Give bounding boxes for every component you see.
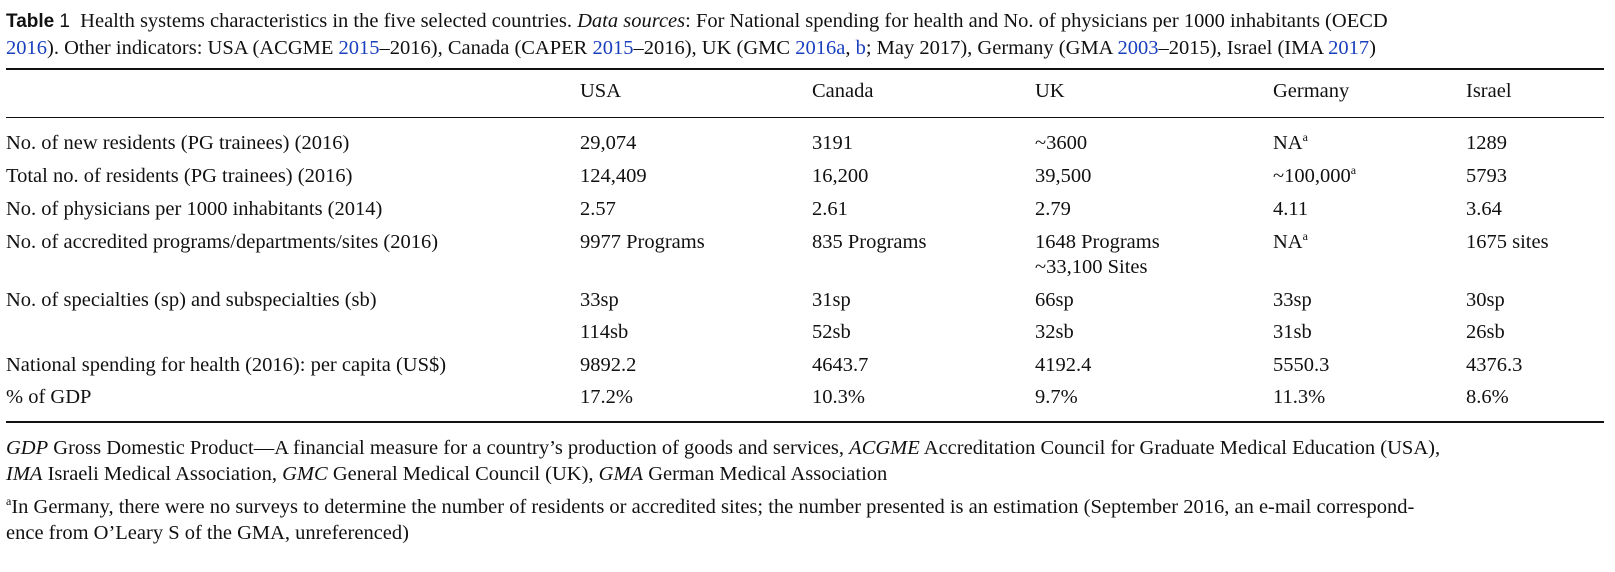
caption-text: ) (1369, 37, 1376, 59)
caption-text: ). Other indicators: USA (ACGME (47, 37, 339, 59)
footnote-text: In Germany, there were no surveys to det… (11, 496, 1415, 518)
row-label: Total no. of residents (PG trainees) (20… (6, 165, 353, 187)
caption-text: , (845, 37, 856, 59)
cell-uk: 39,500 (1035, 165, 1092, 187)
cell-usa: 9977 Programs (580, 231, 705, 253)
caption-text: –2016), UK (GMC (633, 37, 796, 59)
caption-text: ; May 2017), Germany (GMA (865, 37, 1118, 59)
column-header-uk: UK (1035, 80, 1065, 102)
cell-israel: 1675 sites (1466, 231, 1549, 253)
ref-link-oecd[interactable]: 2016 (6, 37, 47, 59)
abbr-definition: Israeli Medical Association, (42, 463, 283, 485)
ref-link-gma[interactable]: 2003 (1117, 37, 1159, 59)
abbr-term: ACGME (849, 437, 920, 459)
cell-germany: NAa (1273, 131, 1308, 156)
cell-germany: 31sb (1273, 321, 1312, 343)
caption-text: –2015), Israel (IMA (1158, 37, 1329, 59)
abbr-term: GDP (6, 437, 49, 459)
table-label: Table (6, 11, 55, 32)
caption-text: Health systems characteristics in the fi… (80, 10, 578, 32)
footnote-marker: a (6, 494, 12, 508)
ref-link-acgme[interactable]: 2015 (338, 37, 380, 59)
footnote-marker: a (1350, 163, 1357, 177)
cell-usa: 17.2% (580, 386, 633, 408)
table-number: 1 (59, 11, 70, 32)
cell-uk: 1648 Programs (1035, 231, 1160, 253)
cell-germany: 4.11 (1273, 198, 1309, 220)
cell-germany: 33sp (1273, 289, 1312, 311)
cell-canada: 31sp (812, 289, 851, 311)
cell-usa: 33sp (580, 289, 619, 311)
footnote-a: aIn Germany, there were no surveys to de… (6, 494, 1606, 546)
cell-germany: 5550.3 (1273, 354, 1330, 376)
cell-israel: 30sp (1466, 289, 1505, 311)
ref-link-ima[interactable]: 2017 (1328, 37, 1370, 59)
footnote-marker: a (1302, 130, 1308, 144)
cell-germany: ~100,000a (1273, 164, 1356, 189)
cell-usa: 9892.2 (580, 354, 637, 376)
caption-sources-label: Data sources (577, 10, 686, 32)
cell-israel: 26sb (1466, 321, 1505, 343)
abbr-definition: Accreditation Council for Graduate Medic… (919, 437, 1441, 459)
cell-canada: 16,200 (812, 165, 869, 187)
cell-israel: 1289 (1466, 132, 1507, 154)
abbr-definition: German Medical Association (643, 463, 888, 485)
abbr-term: IMA (6, 463, 43, 485)
column-header-germany: Germany (1273, 80, 1350, 102)
abbr-term: GMC (282, 463, 328, 485)
cell-usa: 114sb (580, 321, 629, 343)
row-label: National spending for health (2016): per… (6, 354, 447, 376)
cell-usa: 124,409 (580, 165, 647, 187)
row-label: No. of new residents (PG trainees) (2016… (6, 132, 350, 154)
cell-value: NA (1273, 132, 1303, 154)
cell-germany: NAa (1273, 230, 1308, 255)
abbr-definition: General Medical Council (UK), (327, 463, 599, 485)
cell-uk: 66sp (1035, 289, 1074, 311)
cell-canada: 52sb (812, 321, 851, 343)
row-label: % of GDP (6, 386, 92, 408)
cell-uk: 4192.4 (1035, 354, 1092, 376)
abbr-term: GMA (598, 463, 644, 485)
cell-canada: 835 Programs (812, 231, 927, 253)
table-top-rule (6, 68, 1604, 70)
column-header-usa: USA (580, 80, 622, 102)
cell-value: NA (1273, 231, 1303, 253)
row-label: No. of accredited programs/departments/s… (6, 231, 439, 253)
cell-canada: 3191 (812, 132, 853, 154)
cell-value: ~100,000 (1273, 165, 1351, 187)
cell-israel: 5793 (1466, 165, 1507, 187)
abbreviation-footnote: GDP Gross Domestic Product—A financial m… (6, 435, 1606, 487)
cell-uk: 32sb (1035, 321, 1074, 343)
footnote-marker: a (1302, 229, 1308, 243)
cell-israel: 3.64 (1466, 198, 1502, 220)
cell-israel: 4376.3 (1466, 354, 1523, 376)
cell-usa: 2.57 (580, 198, 616, 220)
cell-uk: ~3600 (1035, 132, 1088, 154)
cell-uk-line2: ~33,100 Sites (1035, 256, 1148, 278)
cell-usa: 29,074 (580, 132, 637, 154)
abbr-definition: Gross Domestic Product—A financial measu… (48, 437, 850, 459)
cell-uk: 2.79 (1035, 198, 1071, 220)
caption-text: –2016), Canada (CAPER (379, 37, 593, 59)
caption-text: : For National spending for health and N… (685, 10, 1388, 32)
cell-germany: 11.3% (1273, 386, 1326, 408)
table-header-rule (6, 117, 1604, 118)
footnote-text: ence from O’Leary S of the GMA, unrefere… (6, 522, 409, 544)
cell-canada: 2.61 (812, 198, 848, 220)
column-header-canada: Canada (812, 80, 874, 102)
cell-canada: 4643.7 (812, 354, 869, 376)
table-caption: Table 1 Health systems characteristics i… (6, 8, 1606, 62)
row-label: No. of specialties (sp) and subspecialti… (6, 289, 377, 311)
column-header-israel: Israel (1466, 80, 1512, 102)
cell-canada: 10.3% (812, 386, 865, 408)
ref-link-gmc-b[interactable]: b (855, 37, 866, 59)
ref-link-caper[interactable]: 2015 (592, 37, 634, 59)
row-label: No. of physicians per 1000 inhabitants (… (6, 198, 383, 220)
table-bottom-rule (6, 421, 1604, 423)
ref-link-gmc-a[interactable]: 2016a (795, 37, 846, 59)
cell-israel: 8.6% (1466, 386, 1509, 408)
cell-uk: 9.7% (1035, 386, 1078, 408)
